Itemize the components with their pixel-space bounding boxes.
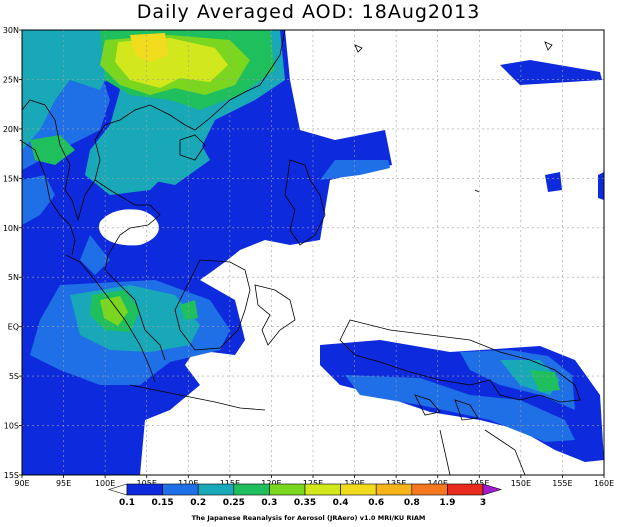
lon-tick-label: 95E	[56, 479, 71, 488]
colorbar-label: 0.1	[119, 498, 135, 508]
aod-region	[22, 175, 55, 225]
coastline	[439, 429, 451, 476]
aod-region	[530, 370, 560, 392]
lon-tick-label: 100E	[95, 479, 115, 488]
aod-region	[100, 296, 128, 326]
lat-tick-label: 5N	[8, 273, 19, 282]
lat-tick-label: 5S	[9, 372, 19, 381]
colorbar-label: 0.6	[368, 498, 384, 508]
lon-tick-label: 125E	[303, 479, 323, 488]
coastline	[129, 384, 266, 411]
colorbar-swatch	[162, 483, 199, 496]
lat-tick-label: 30N	[3, 26, 19, 35]
coastline	[174, 259, 251, 351]
coastline	[339, 319, 581, 403]
colorbar: 0.1 0.15 0.2 0.25 0.3 0.35 0.4 0.6 0.8 1.9 3	[107, 483, 503, 508]
colorbar-swatch	[340, 483, 377, 496]
lat-tick-label: 25N	[3, 75, 19, 84]
colorbar-label: 0.25	[223, 498, 245, 508]
aod-region	[22, 30, 115, 150]
lat-tick-label: 20N	[3, 125, 19, 134]
aod-region	[345, 375, 575, 442]
coastline	[414, 394, 441, 416]
colorbar-swatch	[126, 483, 163, 496]
aod-region	[598, 172, 604, 200]
longitude-labels: 90E 95E 100E 105E 110E 115E 120E 125E 130E 135E 14…	[14, 475, 614, 488]
colorbar-label: 3	[480, 498, 486, 508]
lat-tick-label: 10S	[4, 422, 19, 431]
colorbar-swatch	[304, 483, 341, 496]
colorbar-label: 0.35	[294, 498, 316, 508]
coastline	[254, 284, 296, 346]
lon-tick-label: 145E	[469, 479, 489, 488]
graticule	[22, 30, 604, 475]
coastline	[19, 139, 76, 256]
colorbar-swatch	[233, 483, 270, 496]
lon-tick-label: 155E	[552, 479, 572, 488]
lon-tick-label: 110E	[178, 479, 198, 488]
coastline	[179, 134, 206, 161]
aod-region	[80, 235, 110, 275]
colorbar-swatch	[197, 483, 235, 496]
aod-region	[180, 300, 198, 320]
colorbar-label: 0.4	[333, 498, 349, 508]
lon-tick-label: 90E	[14, 479, 29, 488]
lon-tick-label: 140E	[428, 479, 448, 488]
lon-tick-label: 160E	[594, 479, 614, 488]
colorbar-label: 0.2	[190, 498, 206, 508]
colorbar-swatch	[411, 483, 448, 496]
colorbar-swatch	[375, 483, 413, 496]
lat-tick-label: EQ	[8, 323, 19, 332]
lat-tick-label: 15S	[4, 471, 19, 480]
coastline	[354, 44, 363, 53]
aod-region	[320, 160, 390, 180]
aod-region	[30, 135, 75, 165]
colorbar-high-triangle	[482, 483, 503, 496]
lon-tick-label: 135E	[386, 479, 406, 488]
map-title: Daily Averaged AOD: 18Aug2013	[136, 1, 481, 23]
coastline	[94, 179, 166, 361]
aod-region	[500, 60, 602, 85]
lon-tick-label: 120E	[261, 479, 281, 488]
lon-tick-label: 150E	[511, 479, 531, 488]
aod-region	[130, 33, 168, 62]
latitude-labels: 30N 25N 20N 15N 10N 5N EQ 5S 10S 15S	[3, 26, 22, 480]
coastline	[454, 399, 479, 421]
coastline	[474, 189, 480, 193]
coastline	[484, 429, 526, 476]
lon-tick-label: 115E	[220, 479, 240, 488]
colorbar-swatch	[269, 483, 306, 496]
data-credit: The Japanese Reanalysis for Aerosol (JRA…	[191, 514, 426, 522]
colorbar-label: 0.3	[261, 498, 277, 508]
colorbar-label: 0.8	[404, 498, 420, 508]
colorbar-label: 0.15	[151, 498, 173, 508]
colorbar-swatch	[447, 483, 484, 496]
aod-region	[130, 125, 210, 185]
aod-fill-layer	[22, 30, 604, 475]
colorbar-label: 1.9	[439, 498, 455, 508]
lat-tick-label: 15N	[3, 174, 19, 183]
coastline	[65, 254, 156, 383]
coastline	[21, 29, 286, 222]
coastlines	[19, 29, 581, 476]
aod-region	[545, 172, 562, 192]
lat-tick-label: 10N	[3, 224, 19, 233]
lon-tick-label: 130E	[344, 479, 364, 488]
coastline	[544, 41, 553, 51]
lon-tick-label: 105E	[137, 479, 157, 488]
coastline	[284, 159, 326, 246]
